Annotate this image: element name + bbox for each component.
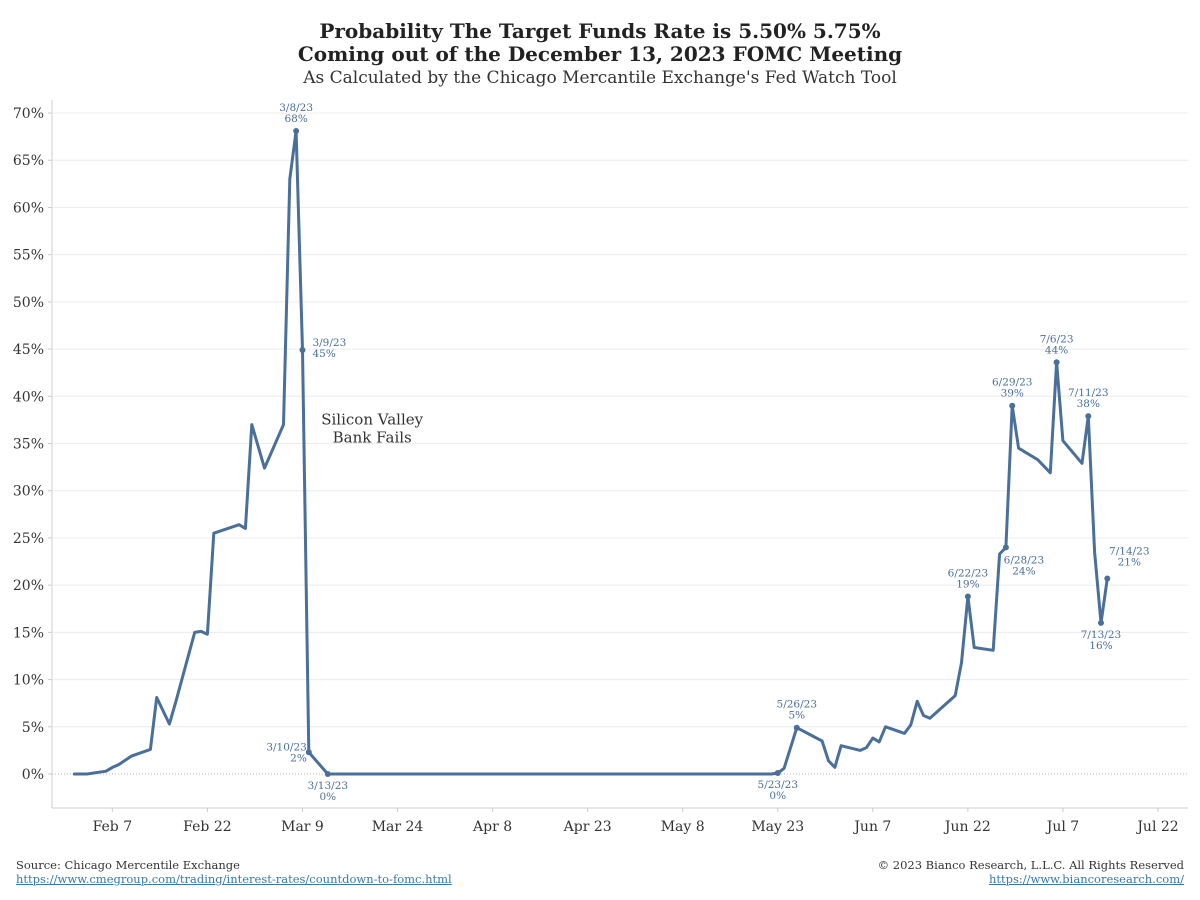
y-tick-label: 40% <box>13 389 44 405</box>
annotation-label: 44% <box>1045 344 1068 356</box>
note-label: Bank Fails <box>333 429 412 447</box>
annotation-label: 6/22/23 <box>948 567 988 579</box>
y-tick-label: 70% <box>13 106 44 122</box>
annotation-point <box>964 593 971 600</box>
website-link[interactable]: https://www.biancoresearch.com/ <box>988 872 1184 886</box>
y-axis: 0% 5% 10% 15% 20% 25% 30% 35% 40% 45% 50% 55% 60% 65%… <box>13 106 52 783</box>
annotation-point <box>1002 544 1009 551</box>
y-tick-label: 35% <box>13 437 44 453</box>
y-tick-label: 50% <box>13 295 44 311</box>
annotation-label: 16% <box>1089 640 1112 652</box>
series-layer <box>72 129 1109 776</box>
annotation-label: 68% <box>284 113 307 125</box>
annotation-label: 3/8/23 <box>279 102 313 114</box>
annotation-label: 3/13/23 <box>308 780 348 792</box>
annotation-label: 0% <box>769 790 786 802</box>
y-tick-label: 25% <box>13 531 44 547</box>
annotation-label: 5/26/23 <box>777 699 817 711</box>
annotation-label: 7/11/23 <box>1068 387 1108 399</box>
x-tick-label: Mar 24 <box>372 819 424 835</box>
annotation-label: 6/28/23 <box>1004 554 1044 566</box>
x-tick-label: Jun 7 <box>852 819 891 835</box>
chart-subtitle: As Calculated by the Chicago Mercantile … <box>302 68 897 88</box>
note-label: Silicon Valley <box>321 411 423 429</box>
annotation-label: 6/29/23 <box>992 377 1032 389</box>
x-tick-label: Apr 8 <box>472 819 512 835</box>
annotation-point <box>1104 575 1111 582</box>
annotation-label: 24% <box>1012 565 1035 577</box>
annotation-point <box>1097 619 1104 626</box>
annotation-point <box>305 749 312 756</box>
annotation-label: 38% <box>1077 398 1100 410</box>
annotation-label: 3/9/23 <box>312 337 346 349</box>
annotation-label: 0% <box>319 791 336 803</box>
annotation-point <box>1085 413 1092 420</box>
annotation-label: 21% <box>1118 557 1141 569</box>
x-tick-label: Jul 7 <box>1045 819 1079 835</box>
x-tick-label: Apr 23 <box>563 819 612 835</box>
y-tick-label: 15% <box>13 625 44 641</box>
x-tick-label: Jun 22 <box>943 819 991 835</box>
y-tick-label: 10% <box>13 673 44 689</box>
copyright-text: © 2023 Bianco Research, L.L.C. All Right… <box>877 858 1184 872</box>
annotation-point <box>1009 402 1016 409</box>
y-tick-label: 0% <box>22 767 44 783</box>
y-tick-label: 65% <box>13 153 44 169</box>
x-tick-label: May 23 <box>751 819 804 835</box>
y-tick-label: 20% <box>13 578 44 594</box>
annotation-point <box>1053 359 1060 366</box>
y-tick-label: 45% <box>13 342 44 358</box>
y-tick-label: 60% <box>13 200 44 216</box>
footer-source: Source: Chicago Mercentile Exchange http… <box>16 858 452 886</box>
y-tick-label: 55% <box>13 248 44 264</box>
annotation-label: 19% <box>956 578 979 590</box>
annotation-point <box>324 771 331 777</box>
annotation-label: 7/13/23 <box>1081 629 1121 641</box>
annotation-label: 45% <box>312 348 335 360</box>
x-tick-label: May 8 <box>661 819 705 835</box>
annotation-label: 39% <box>1001 388 1024 400</box>
y-tick-label: 5% <box>22 720 44 736</box>
source-link[interactable]: https://www.cmegroup.com/trading/interes… <box>16 872 452 886</box>
annotation-label: 7/14/23 <box>1109 546 1149 558</box>
annotations-layer: 3/8/2368%3/9/2345%3/10/232%3/13/230%5/23… <box>266 102 1149 803</box>
annotation-label: 3/10/23 <box>266 741 306 753</box>
x-axis: Feb 7 Feb 22 Mar 9 Mar 24 Apr 8 Apr 23 May 8 Ma… <box>93 808 1179 835</box>
annotation-label: 5% <box>788 710 805 722</box>
chart-title-line2: Coming out of the December 13, 2023 FOMC… <box>298 42 902 66</box>
footer-copyright: © 2023 Bianco Research, L.L.C. All Right… <box>878 858 1184 886</box>
annotation-label: 7/6/23 <box>1040 333 1074 345</box>
annotation-point <box>293 127 300 134</box>
annotation-point <box>793 724 800 731</box>
annotation-point <box>774 770 781 777</box>
annotation-label: 2% <box>290 752 307 764</box>
x-tick-label: Feb 7 <box>93 819 133 835</box>
annotation-label: 5/23/23 <box>758 779 798 791</box>
grid-lines <box>51 100 1188 809</box>
x-tick-label: Feb 22 <box>183 819 231 835</box>
chart-title-line1: Probability The Target Funds Rate is 5.5… <box>319 19 880 43</box>
annotation-point <box>299 347 306 354</box>
series-line <box>72 129 1109 776</box>
x-tick-label: Jul 22 <box>1135 819 1178 835</box>
x-tick-label: Mar 9 <box>281 819 324 835</box>
y-tick-label: 30% <box>13 484 44 500</box>
source-text: Source: Chicago Mercentile Exchange <box>16 858 240 872</box>
